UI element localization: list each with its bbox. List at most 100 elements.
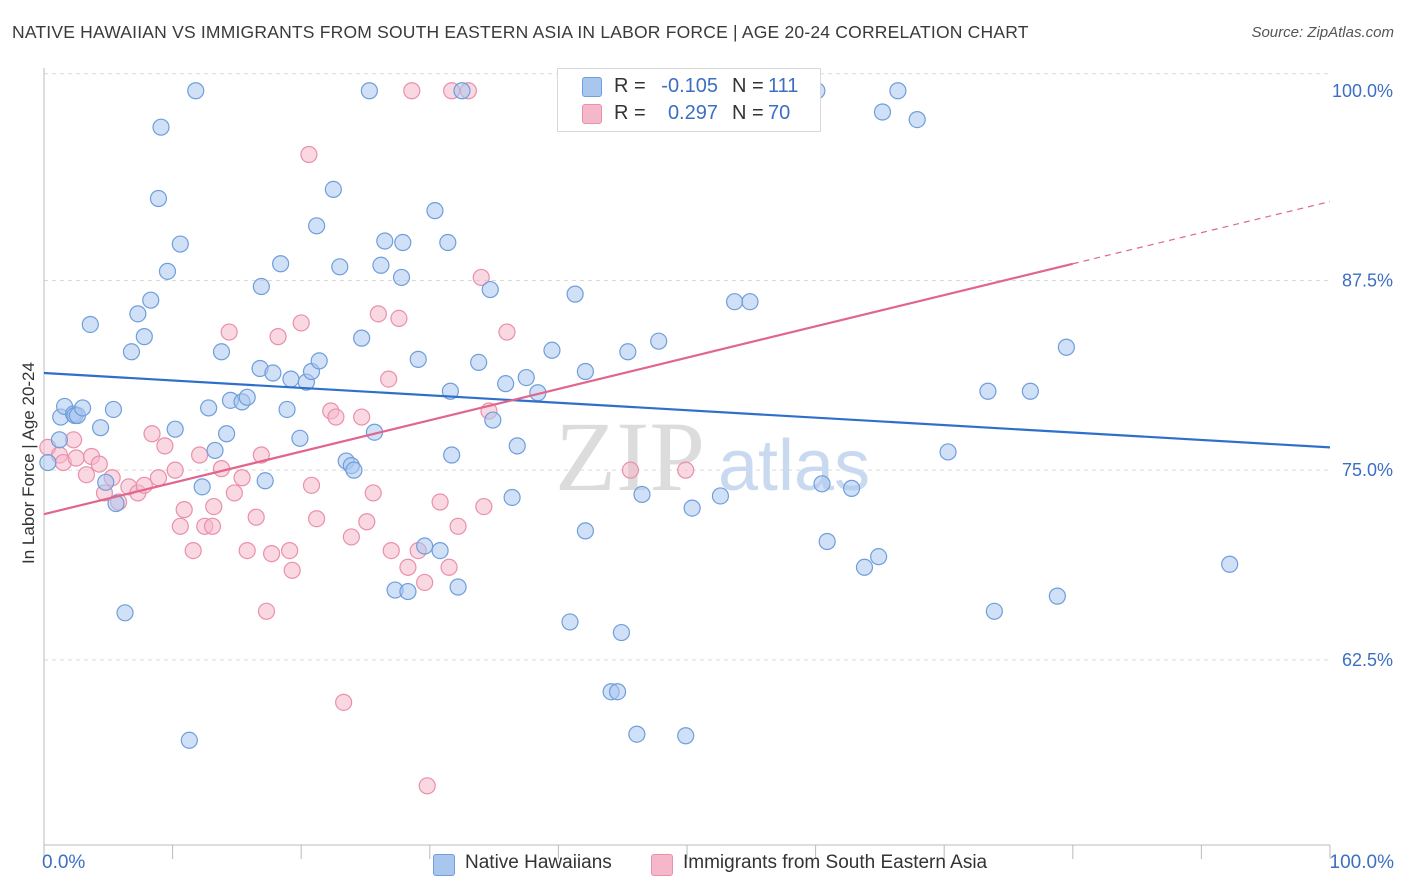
- immigrants-point: [300, 145, 318, 164]
- immigrants-point: [143, 425, 161, 443]
- immigrants-point: [263, 545, 281, 563]
- y-axis-label: In Labor Force | Age 20-24: [19, 362, 38, 564]
- native-hawaiians-point: [238, 388, 256, 406]
- immigrants-point: [149, 469, 168, 487]
- immigrants-point: [171, 517, 189, 535]
- native-hawaiians-point: [873, 103, 892, 121]
- native-hawaiians-point: [508, 437, 526, 455]
- trend-lines: [43, 200, 1331, 516]
- y-tick-label: 62.5%: [1342, 650, 1393, 670]
- immigrants-point: [475, 497, 493, 516]
- native-hawaiians-point: [725, 293, 744, 311]
- y-tick-label: 87.5%: [1342, 270, 1393, 290]
- native-hawaiians-point: [517, 368, 535, 387]
- native-hawaiians-point: [843, 479, 861, 497]
- native-hawaiians-point: [360, 82, 378, 100]
- native-hawaiians-point: [376, 232, 394, 250]
- native-hawaiians-point: [252, 277, 270, 296]
- immigrants-point: [247, 508, 265, 526]
- immigrants-point: [175, 501, 193, 519]
- native-hawaiians-point: [711, 487, 730, 505]
- watermark-zip: ZIP: [555, 401, 705, 512]
- immigrants-point: [369, 305, 387, 323]
- native-hawaiians-point: [576, 362, 595, 381]
- native-hawaiians-point: [399, 582, 417, 601]
- native-hawaiians-point: [939, 443, 957, 461]
- native-hawaiians-point: [985, 602, 1003, 620]
- native-hawaiians-point: [331, 258, 349, 276]
- native-hawaiians-point: [619, 343, 637, 361]
- immigrants-point: [308, 510, 326, 528]
- trend-line-immigrants-extension: [1072, 200, 1331, 265]
- watermark: ZIP atlas: [555, 401, 870, 512]
- immigrants-point: [191, 446, 209, 464]
- native-hawaiians-point: [166, 420, 184, 438]
- native-hawaiians-point: [206, 441, 224, 460]
- series-immigrants-points: [39, 82, 768, 795]
- legend-n-label: N =: [732, 75, 764, 97]
- immigrants-point: [621, 461, 640, 479]
- native-hawaiians-point: [73, 399, 92, 417]
- immigrants-point: [677, 461, 695, 479]
- immigrants-point: [472, 268, 490, 287]
- native-hawaiians-point: [443, 446, 461, 464]
- trend-line-native-hawaiians: [43, 371, 1331, 449]
- immigrants-point: [403, 82, 421, 100]
- native-hawaiians-point: [1221, 555, 1239, 573]
- legend-swatch-blue: [582, 77, 602, 97]
- series-native-hawaiians-points: [39, 82, 1239, 749]
- legend-n-label: N =: [732, 102, 764, 124]
- immigrants-point: [269, 328, 287, 346]
- native-hawaiians-point: [394, 233, 412, 252]
- native-hawaiians-point: [561, 613, 579, 631]
- trend-line-immigrants: [43, 262, 1074, 516]
- immigrants-point: [302, 476, 321, 494]
- correlation-legend: R = -0.105 N = 111 R = 0.297 N = 70: [557, 68, 821, 132]
- native-hawaiians-point: [324, 180, 342, 199]
- native-hawaiians-point: [908, 110, 926, 129]
- native-hawaiians-point: [129, 305, 147, 323]
- native-hawaiians-point: [135, 328, 153, 346]
- immigrants-point: [292, 314, 310, 332]
- native-hawaiians-point: [813, 475, 831, 493]
- native-hawaiians-point: [308, 217, 326, 235]
- immigrants-point: [257, 602, 276, 620]
- immigrants-point: [77, 466, 96, 484]
- native-hawaiians-point: [470, 353, 488, 372]
- immigrants-point: [449, 517, 467, 535]
- immigrants-point: [156, 437, 174, 455]
- native-hawaiians-point: [677, 727, 695, 745]
- native-hawaiians-point: [566, 285, 584, 303]
- native-hawaiians-point: [855, 558, 874, 576]
- native-hawaiians-point: [431, 541, 449, 560]
- native-hawaiians-point: [453, 82, 471, 100]
- native-hawaiians-point: [818, 532, 836, 551]
- bottom-legend-label: Immigrants from South Eastern Asia: [683, 852, 988, 873]
- legend-n-value: 70: [768, 102, 791, 124]
- y-tick-label: 100.0%: [1332, 81, 1393, 101]
- native-hawaiians-point: [116, 604, 134, 622]
- legend-r-label: R =: [614, 102, 646, 124]
- native-hawaiians-point: [345, 461, 363, 479]
- native-hawaiians-point: [291, 429, 309, 447]
- immigrants-point: [238, 541, 256, 560]
- immigrants-point: [233, 469, 251, 487]
- native-hawaiians-point: [497, 375, 515, 393]
- native-hawaiians-point: [392, 268, 411, 287]
- native-hawaiians-point: [272, 255, 290, 273]
- native-hawaiians-point: [979, 382, 997, 400]
- native-hawaiians-point: [282, 370, 300, 388]
- native-hawaiians-point: [264, 364, 282, 382]
- immigrants-point: [358, 513, 376, 531]
- native-hawaiians-point: [372, 256, 390, 274]
- immigrants-point: [220, 323, 238, 341]
- native-hawaiians-point: [870, 548, 888, 566]
- legend-swatch-pink: [582, 104, 602, 124]
- immigrants-point: [399, 558, 417, 576]
- native-hawaiians-point: [200, 399, 218, 417]
- native-hawaiians-point: [353, 329, 371, 347]
- native-hawaiians-point: [503, 488, 521, 507]
- native-hawaiians-point: [481, 280, 499, 299]
- immigrants-point: [416, 573, 434, 592]
